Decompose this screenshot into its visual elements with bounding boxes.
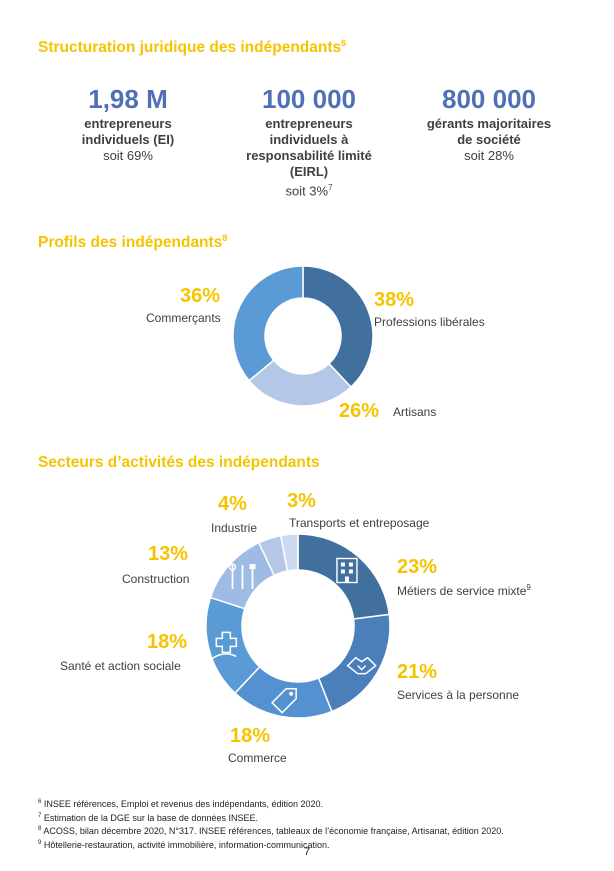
page-number: 7 xyxy=(303,846,311,858)
footnote-7: 7 Estimation de la DGE sur la base de do… xyxy=(38,812,258,823)
sector-icons xyxy=(211,557,377,714)
secteur-sante-pct: 18% xyxy=(147,631,188,653)
donut-slice-professions-lib-rales xyxy=(302,265,374,389)
secteur-commerce-pct: 18% xyxy=(230,725,271,747)
building-icon xyxy=(336,557,358,584)
profil-liberales-pct: 38% xyxy=(374,289,415,311)
footnote-8: 8 ACOSS, bilan décembre 2020, N°317. INS… xyxy=(38,826,504,836)
stat-gerants-value: 800 000 xyxy=(442,84,536,114)
tools-icon xyxy=(228,563,256,590)
footnote-9: 9 Hôtellerie-restauration, activité immo… xyxy=(38,839,330,850)
donut-slice-commer-ants xyxy=(232,265,304,382)
profil-artisans-label: Artisans xyxy=(393,405,437,419)
stat-ei-label: entrepreneurs individuels (EI) xyxy=(81,116,175,147)
stat-eirl-label: entrepreneurs individuels à responsabili… xyxy=(246,116,372,179)
secteur-metiers-label: Métiers de service mixte9 xyxy=(397,583,531,598)
stat-ei: 1,98 M entrepreneurs individuels (EI) so… xyxy=(38,84,218,164)
section-title-secteurs: Secteurs d’activités des indépendants xyxy=(38,454,320,471)
secteur-sante-label: Santé et action sociale xyxy=(60,659,181,673)
stat-eirl: 100 000 entrepreneurs individuels à resp… xyxy=(219,84,399,199)
secteur-services-pct: 21% xyxy=(397,661,438,683)
section-title-profils: Profils des indépendants8 xyxy=(38,233,228,252)
donut-chart-secteurs xyxy=(205,533,391,719)
stat-gerants-share: soit 28% xyxy=(464,148,514,163)
stat-ei-value: 1,98 M xyxy=(88,84,168,114)
stat-eirl-share: soit 3%7 xyxy=(285,183,333,199)
section-title-structuration: Structuration juridique des indépendants… xyxy=(38,38,347,57)
profil-commercants-label: Commerçants xyxy=(146,311,221,325)
stat-gerants: 800 000 gérants majoritaires de société … xyxy=(399,84,579,164)
secteur-commerce-label: Commerce xyxy=(228,751,287,765)
donut-slice-services-la-personne xyxy=(317,613,391,713)
secteur-construction-pct: 13% xyxy=(148,543,189,565)
profil-commercants-pct: 36% xyxy=(180,285,221,307)
stat-eirl-value: 100 000 xyxy=(262,84,356,114)
secteur-transports-label: Transports et entreposage xyxy=(289,516,430,530)
secteur-industrie-label: Industrie xyxy=(211,521,258,535)
footnote-6: 6 INSEE références, Emploi et revenus de… xyxy=(38,799,324,809)
donut-chart-profils xyxy=(232,265,374,407)
footnotes: 6 INSEE références, Emploi et revenus de… xyxy=(38,797,504,851)
secteur-industrie-pct: 4% xyxy=(218,493,247,515)
price-tag-icon xyxy=(271,687,297,714)
profil-artisans-pct: 26% xyxy=(339,400,380,422)
secteur-construction-label: Construction xyxy=(122,572,190,586)
stat-gerants-label: gérants majoritaires de société xyxy=(426,116,552,147)
donut-slice-transports-et-entreposage xyxy=(279,533,299,572)
profil-liberales-label: Professions libérales xyxy=(374,315,485,329)
secteur-metiers-pct: 23% xyxy=(397,556,438,578)
secteur-transports-pct: 3% xyxy=(287,490,316,512)
secteur-services-label: Services à la personne xyxy=(397,688,520,702)
care-hand-icon xyxy=(211,631,238,660)
donut-slice-m-tiers-de-service-mixte xyxy=(297,533,391,620)
handshake-icon xyxy=(346,656,377,675)
stat-ei-share: soit 69% xyxy=(103,148,153,163)
